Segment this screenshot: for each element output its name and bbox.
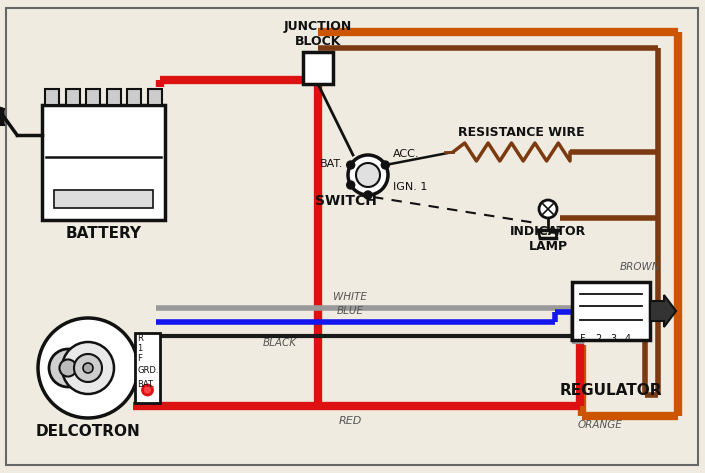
FancyBboxPatch shape	[45, 89, 59, 105]
Circle shape	[539, 200, 557, 218]
FancyBboxPatch shape	[572, 282, 650, 340]
Text: BATTERY: BATTERY	[66, 226, 142, 241]
FancyBboxPatch shape	[42, 105, 165, 220]
Text: BLUE: BLUE	[336, 306, 364, 316]
Text: F: F	[137, 354, 142, 363]
Text: F: F	[580, 334, 586, 344]
FancyBboxPatch shape	[86, 89, 100, 105]
Circle shape	[364, 191, 372, 199]
FancyBboxPatch shape	[148, 89, 162, 105]
Text: BLACK: BLACK	[263, 338, 297, 348]
Text: BROWN: BROWN	[620, 262, 661, 272]
Circle shape	[142, 385, 152, 395]
Text: IGN. 1: IGN. 1	[393, 182, 427, 192]
Text: SWITCH: SWITCH	[315, 194, 377, 208]
Circle shape	[74, 354, 102, 382]
Text: ORANGE: ORANGE	[577, 420, 623, 430]
Text: 3: 3	[610, 334, 616, 344]
Text: 2: 2	[595, 334, 601, 344]
Text: RESISTANCE WIRE: RESISTANCE WIRE	[458, 126, 585, 139]
Circle shape	[356, 163, 380, 187]
FancyBboxPatch shape	[106, 89, 121, 105]
Circle shape	[38, 318, 138, 418]
Text: WHITE: WHITE	[333, 292, 367, 302]
Circle shape	[347, 161, 355, 169]
Circle shape	[62, 342, 114, 394]
Circle shape	[381, 161, 389, 169]
Text: BAT.: BAT.	[319, 159, 343, 169]
Circle shape	[59, 359, 77, 377]
Circle shape	[83, 363, 93, 373]
FancyBboxPatch shape	[128, 89, 142, 105]
Text: INDICATOR
LAMP: INDICATOR LAMP	[510, 225, 586, 253]
Circle shape	[347, 181, 355, 189]
Text: 4: 4	[625, 334, 631, 344]
Text: RED: RED	[338, 416, 362, 426]
Text: REGULATOR: REGULATOR	[560, 383, 662, 398]
FancyBboxPatch shape	[303, 52, 333, 84]
Text: 1: 1	[137, 344, 142, 353]
Circle shape	[348, 155, 388, 195]
Text: JUNCTION
BLOCK: JUNCTION BLOCK	[284, 20, 352, 48]
Text: BAT.: BAT.	[137, 380, 154, 389]
Polygon shape	[0, 105, 4, 125]
Text: R: R	[137, 334, 143, 343]
Polygon shape	[650, 295, 676, 327]
FancyBboxPatch shape	[66, 89, 80, 105]
Text: DELCOTRON: DELCOTRON	[36, 424, 140, 439]
Text: GRD.: GRD.	[137, 366, 159, 375]
Circle shape	[49, 349, 87, 387]
FancyBboxPatch shape	[135, 333, 160, 403]
Text: ACC.: ACC.	[393, 149, 419, 159]
FancyBboxPatch shape	[54, 190, 153, 208]
